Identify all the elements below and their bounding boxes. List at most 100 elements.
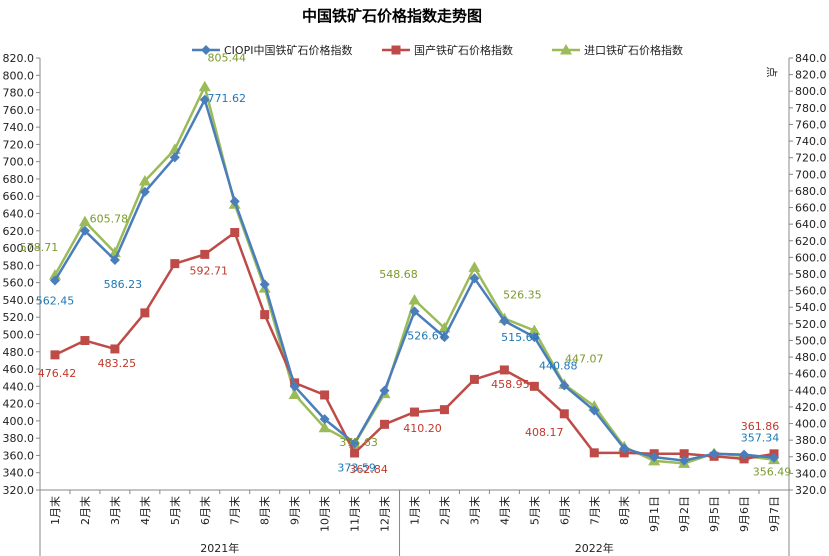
data-point (529, 332, 540, 343)
group-label: 2022年 (575, 541, 614, 555)
right-tick-label: 740.0 (795, 135, 827, 148)
left-tick-label: 780.0 (3, 87, 35, 100)
legend-label: 国产铁矿石价格指数 (414, 43, 513, 57)
data-label: 356.49 (753, 466, 792, 479)
x-tick-label: 6月末 (557, 496, 571, 525)
left-tick-label: 560.0 (3, 277, 35, 290)
data-label: 562.45 (36, 295, 75, 308)
x-tick-label: 9月6日 (738, 496, 751, 532)
data-point (229, 196, 240, 207)
data-point (170, 259, 180, 269)
x-tick-label: 12月末 (378, 496, 392, 532)
right-tick-label: 600.0 (795, 251, 827, 264)
left-tick-label: 420.0 (3, 398, 35, 411)
right-tick-label: 480.0 (795, 351, 827, 364)
data-point (289, 381, 300, 392)
data-point (559, 380, 570, 391)
left-tick-label: 340.0 (3, 467, 35, 480)
x-tick-label: 1月末 (408, 496, 422, 525)
left-tick-label: 320.0 (3, 484, 35, 497)
left-tick-label: 660.0 (3, 190, 35, 203)
right-tick-label: 420.0 (795, 401, 827, 414)
data-point (739, 449, 750, 460)
x-tick-label: 3月末 (467, 496, 481, 525)
x-tick-label: 9月末 (288, 496, 302, 525)
data-point (409, 306, 420, 317)
data-point (318, 421, 331, 433)
left-tick-label: 360.0 (3, 449, 35, 462)
x-tick-label: 4月末 (497, 496, 511, 525)
data-label: 578.71 (20, 241, 59, 254)
right-tick-label: 620.0 (795, 235, 827, 248)
data-point (200, 249, 210, 259)
x-tick-label: 7月末 (228, 496, 242, 525)
data-point (529, 381, 539, 391)
left-tick-label: 640.0 (3, 208, 35, 221)
right-tick-label: 500.0 (795, 334, 827, 347)
x-tick-label: 9月7日 (768, 496, 781, 532)
data-point (199, 94, 210, 105)
data-point (709, 448, 720, 459)
data-point (349, 438, 360, 449)
right-tick-label: 780.0 (795, 102, 827, 115)
data-label: 361.86 (741, 420, 780, 433)
data-label: 440.88 (539, 360, 578, 373)
data-point (109, 254, 120, 265)
data-point (319, 414, 330, 425)
x-tick-label: 6月末 (198, 496, 212, 525)
data-point (468, 261, 481, 272)
data-point (439, 332, 450, 343)
data-point (469, 374, 479, 384)
left-tick-label: 380.0 (3, 432, 35, 445)
data-point (138, 174, 151, 186)
data-label: 483.25 (98, 357, 137, 370)
data-point (139, 186, 150, 197)
data-point (79, 225, 90, 236)
right-tick-label: 840.0 (795, 52, 827, 65)
legend-marker (201, 45, 211, 55)
data-point (110, 344, 120, 354)
right-tick-label: 540.0 (795, 301, 827, 314)
data-label: 586.23 (104, 278, 143, 291)
left-tick-label: 580.0 (3, 259, 35, 272)
x-tick-label: 8月末 (617, 496, 631, 525)
data-point (379, 385, 390, 396)
right-tick-label: 580.0 (795, 268, 827, 281)
left-tick-label: 740.0 (3, 121, 35, 134)
axes: 320.0 340.0 360.0 380.0 400.0 420.0 440.0 460.0… (3, 52, 827, 556)
x-tick-label: 7月末 (587, 496, 601, 525)
data-label: 771.62 (208, 92, 247, 105)
data-label: 805.44 (208, 52, 247, 65)
data-label: 515.64 (501, 331, 540, 344)
legend-label: CIOPI中国铁矿石价格指数 (224, 43, 352, 57)
data-label: 458.95 (491, 378, 530, 391)
x-tick-label: 2月末 (78, 496, 92, 525)
right-tick-label: 460.0 (795, 368, 827, 381)
right-tick-label: 520.0 (795, 318, 827, 331)
data-label: 476.42 (38, 367, 77, 380)
data-label: 548.68 (379, 268, 418, 281)
x-tick-label: 2月末 (437, 496, 451, 525)
data-label: 408.17 (525, 426, 564, 439)
right-tick-label: 760.0 (795, 118, 827, 131)
x-tick-label: 9月5日 (708, 496, 721, 532)
data-point (679, 455, 690, 466)
data-label: 362.84 (349, 463, 388, 476)
data-point (320, 390, 330, 400)
data-point (49, 275, 60, 286)
data-label: 375.63 (339, 436, 378, 449)
left-tick-label: 400.0 (3, 415, 35, 428)
data-point (499, 315, 510, 326)
right-tick-label: 640.0 (795, 218, 827, 231)
data-point (589, 405, 600, 416)
data-label: 605.78 (90, 213, 129, 226)
data-point (649, 452, 660, 463)
left-tick-label: 700.0 (3, 156, 35, 169)
right-tick-label: 680.0 (795, 185, 827, 198)
left-tick-label: 540.0 (3, 294, 35, 307)
right-tick-label: 440.0 (795, 384, 827, 397)
legend-marker (560, 44, 572, 55)
group-label: 2021年 (200, 541, 239, 555)
data-point (769, 452, 780, 463)
x-tick-label: 10月末 (318, 496, 332, 532)
